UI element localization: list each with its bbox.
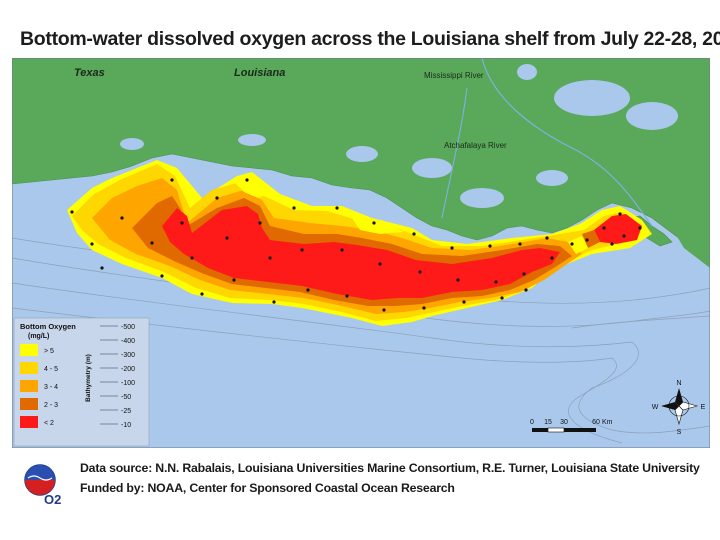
bathymetry-level: -25 xyxy=(121,408,131,415)
label-atchafalaya-river: Atchafalaya River xyxy=(444,141,507,150)
scale-tick-0: 0 xyxy=(530,419,534,426)
bathymetry-title: Bathymetry (m) xyxy=(85,354,92,402)
inland-lake xyxy=(536,170,568,186)
compass-n: N xyxy=(676,380,681,387)
scale-bar: 0 15 30 60 Km xyxy=(530,419,613,433)
scale-unit: Km xyxy=(602,419,613,426)
label-louisiana: Louisiana xyxy=(234,67,285,79)
legend-swatch-gt5 xyxy=(20,344,38,356)
bathymetry-level: -100 xyxy=(121,380,135,387)
sampling-stations xyxy=(70,178,642,312)
legend-unit: (mg/L) xyxy=(28,333,49,340)
bathymetry-level: -300 xyxy=(121,352,135,359)
inland-lake xyxy=(626,102,678,130)
label-mississippi-river: Mississippi River xyxy=(424,71,484,80)
bathymetry-level: -10 xyxy=(121,422,131,429)
legend-swatch-3-4 xyxy=(20,380,38,392)
legend: Bottom Oxygen (mg/L) > 5 4 - 5 3 - 4 2 -… xyxy=(13,317,150,447)
inland-lake xyxy=(517,64,537,80)
mississippi-river xyxy=(481,58,653,227)
legend-swatch-4-5 xyxy=(20,362,38,374)
compass-w: W xyxy=(652,404,659,411)
compass-rose: N S E W xyxy=(652,380,706,436)
inland-lake xyxy=(460,188,504,208)
legend-label-gt5: > 5 xyxy=(44,348,54,355)
bathymetry-level: -400 xyxy=(121,338,135,345)
legend-title: Bottom Oxygen xyxy=(20,322,76,331)
credits: Data source: N.N. Rabalais, Louisiana Un… xyxy=(80,458,700,498)
scale-tick-30: 30 xyxy=(560,419,568,426)
legend-label-lt2: < 2 xyxy=(44,420,54,427)
inland-lake xyxy=(346,146,378,162)
zone-lt2 xyxy=(162,206,560,300)
data-source-text: Data source: N.N. Rabalais, Louisiana Un… xyxy=(80,461,700,475)
inland-lake xyxy=(554,80,630,116)
bathymetry-level: -50 xyxy=(121,394,131,401)
hypoxia-logo: O2 xyxy=(14,448,74,508)
page-title: Bottom-water dissolved oxygen across the… xyxy=(20,28,720,50)
zone-lt2-east xyxy=(594,214,642,244)
legend-label-4-5: 4 - 5 xyxy=(44,366,58,373)
scale-tick-15: 15 xyxy=(544,419,552,426)
atchafalaya-river xyxy=(441,87,468,219)
label-texas: Texas xyxy=(74,67,105,79)
legend-swatch-2-3 xyxy=(20,398,38,410)
logo-mark: O2 xyxy=(44,492,61,507)
hypoxia-map: Texas Louisiana Mississippi River Atchaf… xyxy=(12,58,710,448)
bathymetry-level: -500 xyxy=(121,324,135,331)
inland-lake xyxy=(120,138,144,150)
bathymetry-level: -200 xyxy=(121,366,135,373)
inland-lake xyxy=(412,158,452,178)
compass-e: E xyxy=(701,404,706,411)
legend-label-3-4: 3 - 4 xyxy=(44,384,58,391)
inland-lake xyxy=(238,134,266,146)
legend-swatch-lt2 xyxy=(20,416,38,428)
compass-s: S xyxy=(677,429,682,436)
legend-label-2-3: 2 - 3 xyxy=(44,402,58,409)
scale-tick-60: 60 xyxy=(592,419,600,426)
funding-text: Funded by: NOAA, Center for Sponsored Co… xyxy=(80,481,455,495)
